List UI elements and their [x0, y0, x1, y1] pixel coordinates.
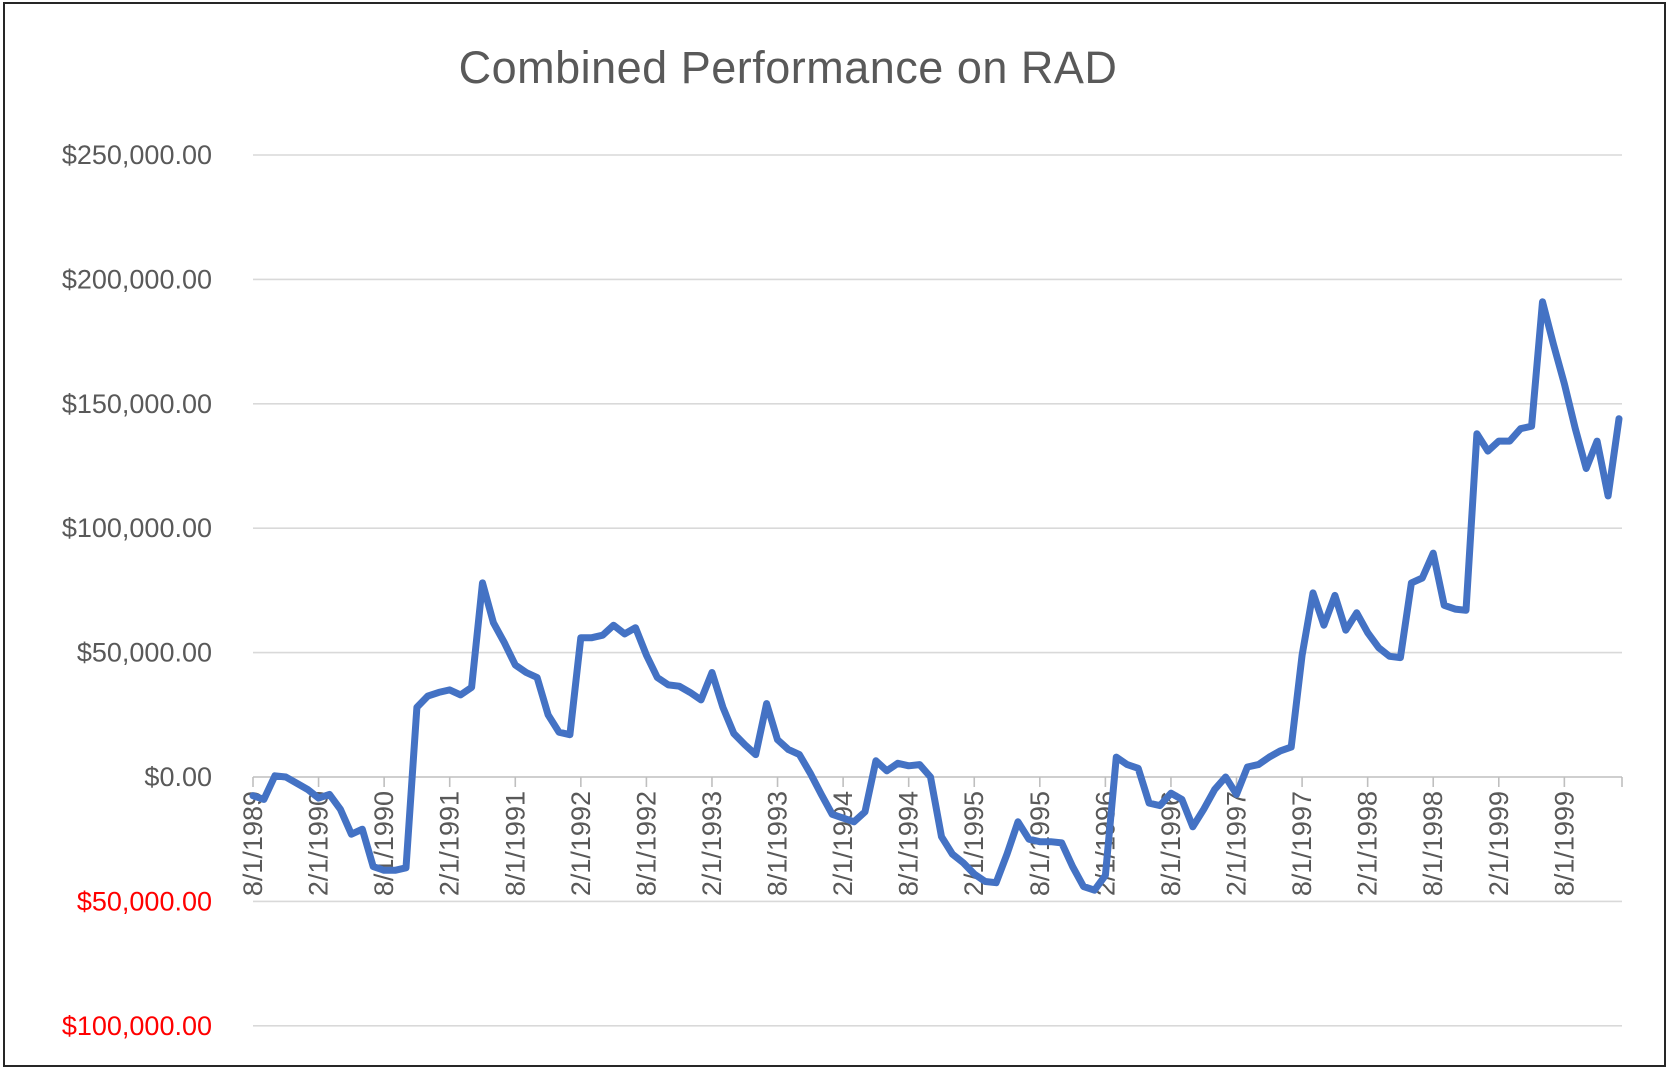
x-axis-tick-label: 8/1/1991	[500, 791, 530, 896]
x-axis-tick-label: 2/1/1999	[1484, 791, 1514, 896]
x-axis-tick-label: 8/1/1990	[369, 791, 399, 896]
y-axis-tick-label: $200,000.00	[62, 264, 212, 294]
y-axis-tick-label: $0.00	[144, 762, 212, 792]
y-axis-tick-label: $100,000.00	[62, 1011, 212, 1041]
chart-border	[3, 2, 1666, 1067]
x-axis-tick-label: 8/1/1999	[1549, 791, 1579, 896]
x-axis-tick-label: 2/1/1998	[1353, 791, 1383, 896]
y-axis-tick-label: $50,000.00	[77, 886, 212, 916]
chart-title: Combined Performance on RAD	[458, 42, 1118, 93]
x-axis-tick-label: 8/1/1998	[1418, 791, 1448, 896]
x-axis-tick-label: 8/1/1993	[763, 791, 793, 896]
x-axis-tick-label: 2/1/1993	[697, 791, 727, 896]
x-axis-tick-label: 2/1/1991	[435, 791, 465, 896]
x-axis-tick-label: 2/1/1992	[566, 791, 596, 896]
y-axis-tick-label: $250,000.00	[62, 140, 212, 170]
x-axis-tick-label: 2/1/1994	[828, 791, 858, 896]
y-axis-tick-label: $50,000.00	[77, 638, 212, 668]
x-axis-tick-label: 8/1/1997	[1287, 791, 1317, 896]
y-axis-tick-label: $100,000.00	[62, 513, 212, 543]
x-axis-tick-label: 8/1/1989	[238, 791, 268, 896]
x-axis-tick-label: 8/1/1994	[894, 791, 924, 896]
x-axis-tick-label: 2/1/1990	[304, 791, 334, 896]
y-axis-tick-label: $150,000.00	[62, 389, 212, 419]
x-axis-tick-label: 2/1/1997	[1222, 791, 1252, 896]
x-axis-tick-label: 8/1/1992	[631, 791, 661, 896]
performance-series-line	[249, 298, 1623, 894]
